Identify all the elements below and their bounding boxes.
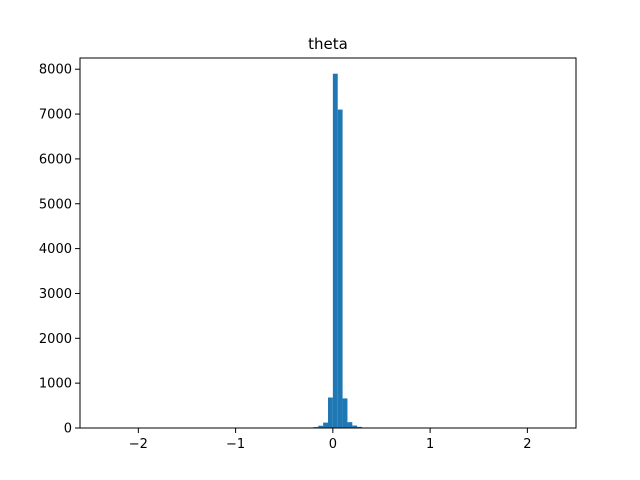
y-axis-ticks: 0 1000 2000 3000 4000 5000 6000 7000 8000 <box>39 63 80 437</box>
histogram-bar <box>357 426 363 428</box>
y-tick-label: 6000 <box>39 152 72 167</box>
histogram-bar <box>337 109 343 429</box>
x-tick-label: 1 <box>426 437 434 452</box>
x-tick-label: 0 <box>329 437 337 452</box>
x-tick-label: −1 <box>226 437 245 452</box>
histogram-bar <box>352 425 358 428</box>
histogram-bar <box>323 422 328 428</box>
chart-title: theta <box>308 35 348 53</box>
x-tick-label: 2 <box>523 437 531 452</box>
histogram-bars <box>94 73 552 429</box>
histogram-bar <box>332 73 338 429</box>
y-tick-label: 1000 <box>39 377 72 392</box>
y-tick-label: 5000 <box>39 197 72 212</box>
y-tick-label: 7000 <box>39 108 72 123</box>
y-tick-label: 4000 <box>39 242 72 257</box>
y-tick-label: 8000 <box>39 63 72 78</box>
plot-frame <box>79 57 577 429</box>
x-tick-label: −2 <box>129 437 148 452</box>
histogram-bar <box>328 397 333 428</box>
x-axis-ticks: −2 −1 0 1 2 <box>129 428 532 452</box>
y-tick-label: 2000 <box>39 332 72 347</box>
y-tick-label: 0 <box>64 422 72 437</box>
y-tick-label: 3000 <box>39 287 72 302</box>
histogram-bar <box>318 425 324 428</box>
histogram-bar <box>347 422 353 428</box>
histogram-bar <box>342 398 348 428</box>
